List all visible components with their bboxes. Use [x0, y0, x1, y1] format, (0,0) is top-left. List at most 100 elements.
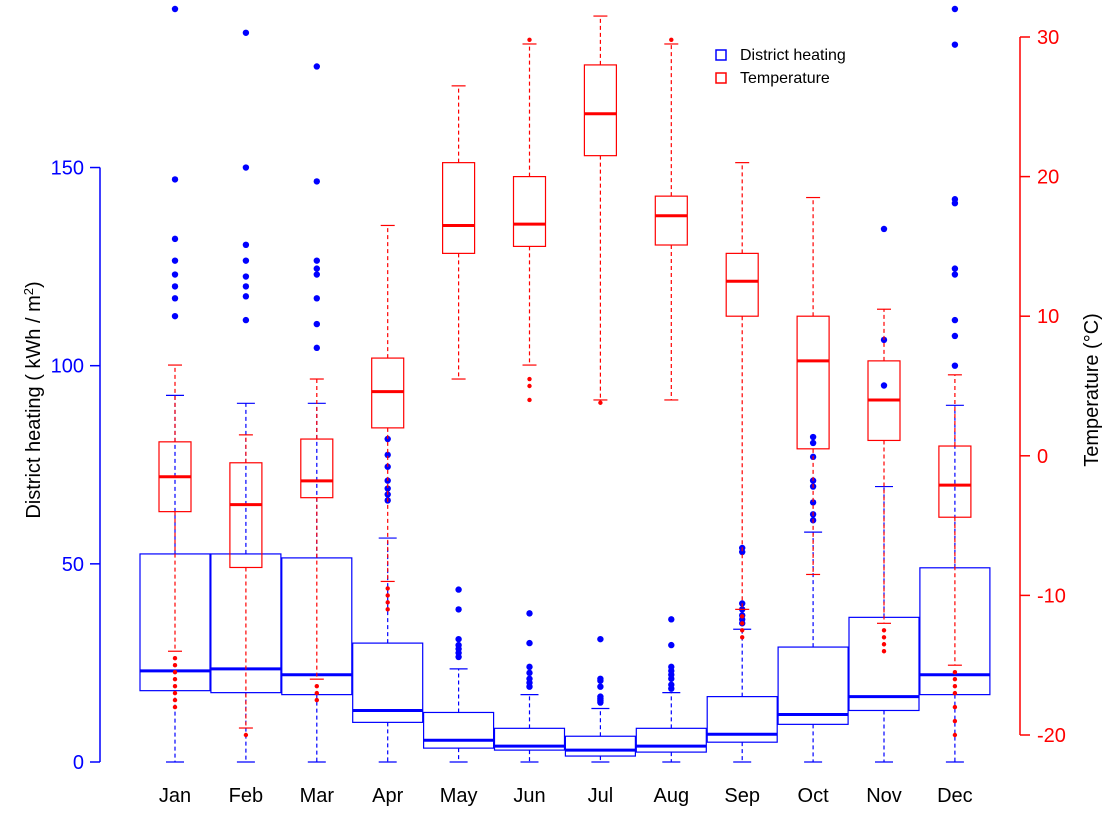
heating-outlier — [171, 295, 179, 302]
left-tick-label: 150 — [51, 158, 84, 180]
x-tick-label: Sep — [724, 785, 760, 807]
heating-outlier — [455, 606, 462, 613]
temperature-outlier — [881, 635, 887, 640]
temperature-outlier — [314, 697, 319, 703]
heating-outlier — [171, 257, 179, 264]
temperature-outlier — [881, 628, 887, 633]
temperature-box-feb — [229, 434, 263, 738]
temperature-box-jan — [158, 364, 192, 710]
heating-outlier — [951, 265, 959, 272]
heating-outlier — [951, 316, 959, 324]
temperature-box-oct — [796, 196, 830, 576]
heating-outlier — [597, 635, 604, 643]
district-heating-series — [139, 5, 991, 763]
temperature-outlier — [952, 676, 958, 682]
heating-outlier — [880, 336, 888, 344]
right-tick-label: 0 — [1037, 446, 1048, 468]
temperature-box-jun — [512, 37, 547, 403]
heating-outlier — [809, 433, 817, 441]
temperature-outlier — [385, 607, 390, 612]
heating-outlier — [597, 677, 604, 684]
heating-outlier — [242, 273, 250, 280]
right-axis: -20 -10 0 10 20 30 — [1019, 27, 1066, 747]
temperature-outlier — [740, 621, 745, 626]
temperature-outlier — [952, 732, 958, 738]
heating-outlier — [668, 616, 675, 623]
temperature-outlier — [172, 690, 178, 696]
legend-label-temperature: Temperature — [740, 70, 830, 87]
x-tick-label: Mar — [300, 785, 335, 807]
right-tick-label: 10 — [1037, 306, 1059, 328]
heating-iqr-box — [210, 553, 282, 694]
temperature-outlier — [881, 642, 887, 647]
temperature-iqr-box — [300, 438, 334, 499]
heating-box-dec — [919, 5, 991, 763]
temperature-outlier — [172, 697, 178, 703]
left-tick-label: 100 — [51, 356, 84, 378]
heating-outlier — [951, 5, 959, 13]
right-tick-label: 20 — [1037, 167, 1059, 189]
x-tick-label: Apr — [372, 785, 403, 807]
left-axis: 0 50 100 150 — [51, 158, 101, 774]
temperature-box-dec — [938, 374, 972, 738]
temperature-box-aug — [654, 37, 688, 401]
heating-outlier — [809, 499, 817, 506]
temperature-outlier — [527, 37, 532, 42]
temperature-box-apr — [371, 224, 405, 612]
heating-iqr-box — [706, 696, 778, 743]
heating-outlier — [313, 63, 320, 70]
heating-outlier — [526, 683, 533, 690]
x-axis: Jan Feb Mar Apr May Jun Jul Aug Sep Oct Nov Dec — [159, 785, 973, 807]
heating-outlier — [313, 344, 320, 352]
heating-iqr-box — [493, 727, 566, 751]
temperature-iqr-box — [583, 64, 618, 157]
heating-outlier — [313, 257, 320, 264]
heating-outlier — [668, 675, 675, 682]
heating-outlier — [880, 225, 888, 233]
right-tick-label: -20 — [1037, 725, 1066, 747]
left-axis-label: District heating ( kWh / m2) — [21, 281, 46, 518]
temperature-outlier — [527, 397, 532, 403]
temperature-iqr-box — [512, 176, 547, 248]
temperature-outlier — [172, 683, 178, 689]
heating-outlier — [526, 610, 533, 617]
heating-outlier — [313, 295, 320, 302]
heating-iqr-box — [777, 646, 849, 725]
temperature-outlier — [385, 600, 390, 605]
temperature-outlier — [740, 635, 745, 640]
x-tick-label: Feb — [229, 785, 263, 807]
temperature-iqr-box — [442, 162, 476, 254]
x-tick-label: Jan — [159, 785, 191, 807]
heating-outlier — [242, 293, 250, 300]
right-axis-label: Temperature (°C) — [1081, 313, 1103, 467]
left-tick-label: 0 — [73, 752, 84, 774]
x-tick-label: Jun — [513, 785, 545, 807]
temperature-outlier — [952, 718, 958, 724]
temperature-iqr-box — [229, 462, 263, 569]
temperature-outlier — [952, 683, 958, 689]
heating-outlier — [242, 283, 250, 290]
heating-outlier — [171, 5, 179, 13]
legend: District heating Temperature — [715, 47, 846, 87]
temperature-outlier — [740, 614, 745, 619]
heating-outlier — [313, 320, 320, 328]
temperature-outlier — [385, 586, 390, 591]
temperature-outlier — [527, 383, 532, 389]
temperature-outlier — [385, 593, 390, 598]
temperature-outlier — [952, 669, 958, 675]
temperature-outlier — [172, 704, 178, 710]
heating-box-aug — [635, 616, 707, 763]
heating-outlier — [951, 41, 959, 48]
x-tick-label: Aug — [654, 785, 690, 807]
heating-outlier — [809, 439, 817, 447]
temperature-iqr-box — [725, 252, 759, 317]
heating-outlier — [242, 316, 250, 324]
heating-box-mar — [281, 63, 353, 763]
temperature-series — [158, 15, 972, 738]
heating-iqr-box — [352, 642, 424, 723]
heating-outlier — [313, 265, 320, 272]
heating-iqr-box — [635, 727, 707, 753]
heating-outlier — [171, 271, 179, 278]
temperature-outlier — [669, 37, 674, 42]
